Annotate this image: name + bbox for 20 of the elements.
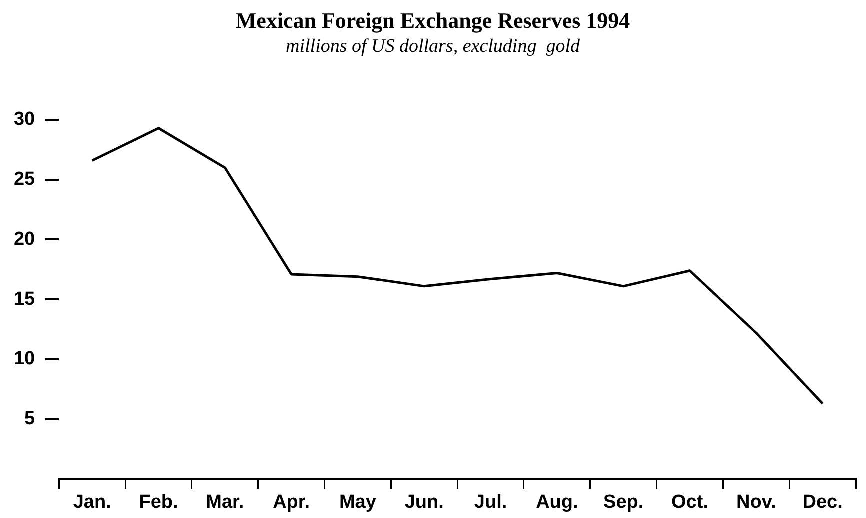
y-tick-label: 25 [14,169,36,190]
x-tick-label: Oct. [672,492,708,513]
y-tick-label: 30 [14,109,36,130]
x-tick-label: Aug. [536,492,578,513]
x-tick-label: Jan. [73,492,112,513]
y-tick-label: 15 [14,288,36,310]
x-tick-label: Mar. [206,492,244,513]
x-tick-label: Jun. [404,492,444,513]
x-tick-label: Apr. [273,492,310,513]
x-tick-label: Dec. [802,492,843,513]
x-tick-label: Feb. [139,492,178,513]
x-tick-label: Jul. [474,492,508,513]
x-tick-label: May [339,492,377,513]
x-tick-label: Nov. [736,492,776,513]
chart-subtitle: millions of US dollars, excluding gold [285,36,581,58]
y-tick-label: 10 [14,348,36,370]
chart-title: Mexican Foreign Exchange Reserves 1994 [234,8,632,34]
y-tick-label: 5 [24,408,36,430]
y-tick-label: 20 [14,228,36,250]
x-tick-label: Sep. [604,492,644,513]
